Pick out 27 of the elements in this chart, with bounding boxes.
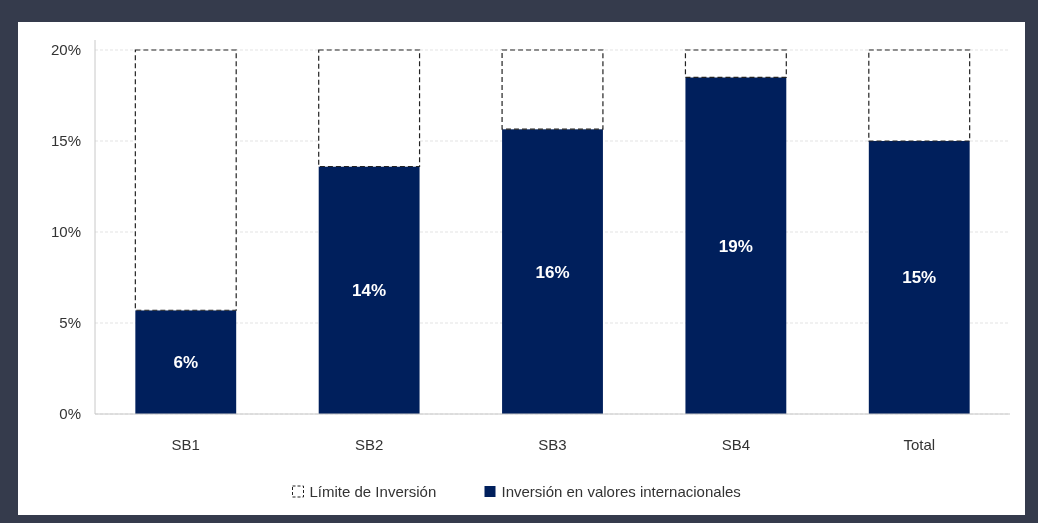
bar: [502, 129, 603, 414]
bar: [318, 49, 421, 168]
bar: [134, 49, 237, 311]
y-tick-label: 0%: [59, 405, 81, 423]
bar: [868, 49, 971, 142]
bar: [135, 310, 237, 414]
x-tick-label: SB3: [538, 436, 567, 454]
x-tick-label: SB4: [721, 436, 751, 454]
bar: [685, 77, 787, 414]
data-label: 14%: [352, 281, 387, 301]
data-label: 19%: [718, 236, 753, 256]
y-tick-label: 20%: [50, 41, 81, 59]
x-tick-label: SB2: [354, 436, 384, 454]
bar: [868, 141, 970, 414]
bar: [501, 49, 604, 130]
x-tick-label: SB1: [171, 436, 200, 454]
legend-label: Inversión en valores internacionales: [501, 483, 741, 501]
y-tick-label: 5%: [59, 314, 81, 332]
y-tick-label: 15%: [50, 132, 81, 150]
bar: [318, 166, 420, 414]
data-label: 16%: [535, 262, 570, 282]
legend-label: Límite de Inversión: [309, 483, 437, 501]
x-tick-label: Total: [903, 436, 936, 454]
data-label: 6%: [173, 353, 199, 373]
y-tick-label: 10%: [50, 223, 81, 241]
data-label: 15%: [902, 268, 937, 288]
bar: [684, 49, 787, 78]
